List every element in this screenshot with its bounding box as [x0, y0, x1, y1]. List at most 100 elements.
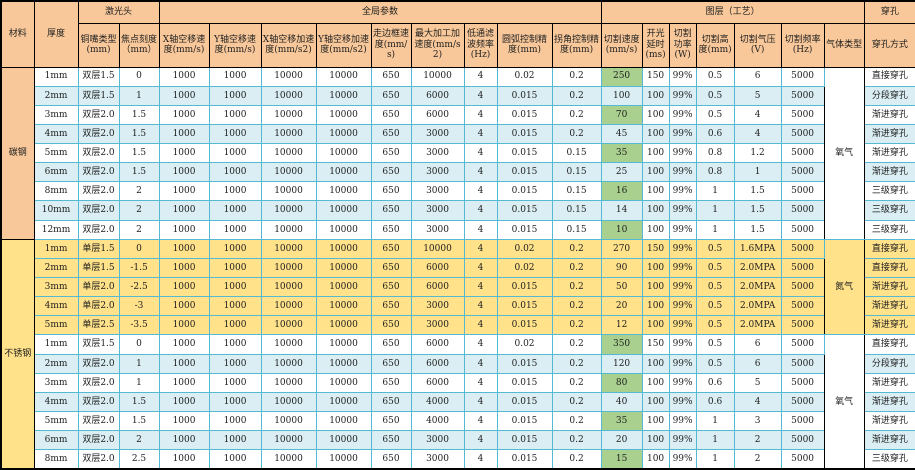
column-group-header: 材料: [0, 0, 35, 68]
cell-cut-speed: 12: [600, 315, 643, 336]
cell-cut-power: 99%: [668, 353, 697, 374]
cell-laser-on-delay: 100: [641, 219, 670, 240]
cell-x-idle-accel: 10000: [260, 85, 317, 106]
cell-cut-power: 99%: [668, 123, 697, 145]
column-header-x-idle-accel: X轴空移加速度(mm/s2): [260, 22, 317, 68]
cell-cut-height: 0.5: [695, 104, 735, 125]
cell-frame-speed: 650: [370, 296, 412, 317]
cell-y-idle-speed: 1000: [208, 257, 262, 279]
cell-laser-on-delay: 100: [641, 277, 670, 298]
cell-cut-height: 0.8: [695, 143, 735, 164]
cell-pierce-method: 渐进穿孔: [863, 315, 915, 336]
cell-cut-power: 99%: [668, 334, 697, 355]
cell-laser-on-delay: 100: [641, 296, 670, 317]
cell-gas-type: 氧气: [823, 334, 865, 470]
cell-x-idle-accel: 10000: [260, 391, 317, 413]
cell-focus-scale: 1: [118, 85, 160, 106]
cell-corner-precision: 0.2: [551, 372, 602, 393]
cell-thickness: 2mm: [33, 257, 79, 279]
cell-cut-speed: 10: [600, 219, 643, 240]
cell-cut-speed: 40: [600, 391, 643, 413]
cell-x-idle-speed: 1000: [158, 219, 210, 240]
column-header-gas-type: 气体类型: [823, 22, 865, 68]
cell-thickness: 6mm: [33, 162, 79, 183]
cell-max-work-accel: 6000: [410, 372, 465, 393]
cell-arc-precision: 0.015: [496, 353, 553, 374]
cell-frame-speed: 650: [370, 315, 412, 336]
cell-cut-pressure: 1: [733, 162, 782, 183]
cell-laser-on-delay: 150: [641, 66, 670, 87]
cell-x-idle-accel: 10000: [260, 181, 317, 202]
cell-x-idle-accel: 10000: [260, 372, 317, 393]
cell-y-idle-speed: 1000: [208, 85, 262, 106]
column-header-cut-pressure: 切割气压(V): [733, 22, 782, 68]
cell-cut-pressure: 4: [733, 391, 782, 413]
cell-max-work-accel: 6000: [410, 85, 465, 106]
cell-laser-on-delay: 100: [641, 391, 670, 413]
cell-cut-height: 0.5: [695, 238, 735, 259]
cell-focus-scale: 1.5: [118, 411, 160, 432]
cell-thickness: 12mm: [33, 219, 79, 240]
cell-pierce-method: 渐进穿孔: [863, 143, 915, 164]
cell-y-idle-accel: 10000: [315, 162, 372, 183]
cell-arc-precision: 0.015: [496, 296, 553, 317]
cell-cut-freq: 5000: [780, 277, 825, 298]
cell-x-idle-accel: 10000: [260, 66, 317, 87]
cell-thickness: 6mm: [33, 430, 79, 451]
cell-y-idle-accel: 10000: [315, 277, 372, 298]
cell-cut-freq: 5000: [780, 104, 825, 125]
cell-x-idle-accel: 10000: [260, 219, 317, 240]
cell-thickness: 1mm: [33, 334, 79, 355]
cell-focus-scale: -1.5: [118, 257, 160, 279]
cell-nozzle-type: 单层2.0: [77, 277, 120, 298]
cell-cut-power: 99%: [668, 411, 697, 432]
cell-focus-scale: 2: [118, 219, 160, 240]
header-row-columns: 铜嘴类型(mm) 焦点刻度（mm） X轴空移速度(mm/s) Y轴空移速度(mm/s)…: [1, 22, 915, 68]
cell-x-idle-speed: 1000: [158, 391, 210, 413]
table-row: 8mm 双层2.0 2 1000 1000 10000 10000 650 3000 4 0.015…: [1, 181, 915, 202]
cell-lowpass-freq: 4: [463, 85, 498, 106]
cell-max-work-accel: 3000: [410, 162, 465, 183]
cell-nozzle-type: 双层2.0: [77, 411, 120, 432]
cell-x-idle-speed: 1000: [158, 449, 210, 470]
cell-frame-speed: 650: [370, 143, 412, 164]
cell-y-idle-speed: 1000: [208, 296, 262, 317]
cell-x-idle-accel: 10000: [260, 123, 317, 145]
cell-corner-precision: 0.2: [551, 85, 602, 106]
column-header-cut-power: 切割功率(W): [668, 22, 697, 68]
cell-y-idle-speed: 1000: [208, 391, 262, 413]
cell-y-idle-speed: 1000: [208, 123, 262, 145]
cell-max-work-accel: 10000: [410, 238, 465, 259]
cell-cut-pressure: 6: [733, 353, 782, 374]
cell-corner-precision: 0.15: [551, 162, 602, 183]
cell-cut-height: 0.6: [695, 123, 735, 145]
column-group-header: 厚度: [33, 0, 79, 68]
cell-y-idle-speed: 1000: [208, 104, 262, 125]
cell-lowpass-freq: 4: [463, 391, 498, 413]
cell-arc-precision: 0.015: [496, 219, 553, 240]
column-header-focus-scale: 焦点刻度（mm）: [118, 22, 160, 68]
cell-cut-freq: 5000: [780, 162, 825, 183]
cell-focus-scale: 0: [118, 238, 160, 259]
cell-max-work-accel: 3000: [410, 219, 465, 240]
cell-cut-speed: 350: [600, 334, 643, 355]
cell-x-idle-speed: 1000: [158, 123, 210, 145]
cell-y-idle-accel: 10000: [315, 238, 372, 259]
table-row: 12mm 双层2.0 2 1000 1000 10000 10000 650 3000 4 0.01…: [1, 219, 915, 240]
cell-max-work-accel: 4000: [410, 411, 465, 432]
cell-x-idle-accel: 10000: [260, 296, 317, 317]
cell-pierce-method: 渐进穿孔: [863, 411, 915, 432]
cell-cut-pressure: 6: [733, 66, 782, 87]
cell-focus-scale: 2: [118, 181, 160, 202]
cell-x-idle-speed: 1000: [158, 430, 210, 451]
cell-focus-scale: 1.5: [118, 391, 160, 413]
cell-max-work-accel: 3000: [410, 200, 465, 221]
cell-focus-scale: 1.5: [118, 104, 160, 125]
cell-thickness: 5mm: [33, 143, 79, 164]
cell-arc-precision: 0.015: [496, 162, 553, 183]
cell-cut-pressure: 1.2: [733, 143, 782, 164]
cell-cut-pressure: 5: [733, 372, 782, 393]
cell-cut-freq: 5000: [780, 123, 825, 145]
cell-max-work-accel: 6000: [410, 257, 465, 279]
cell-cut-freq: 5000: [780, 372, 825, 393]
